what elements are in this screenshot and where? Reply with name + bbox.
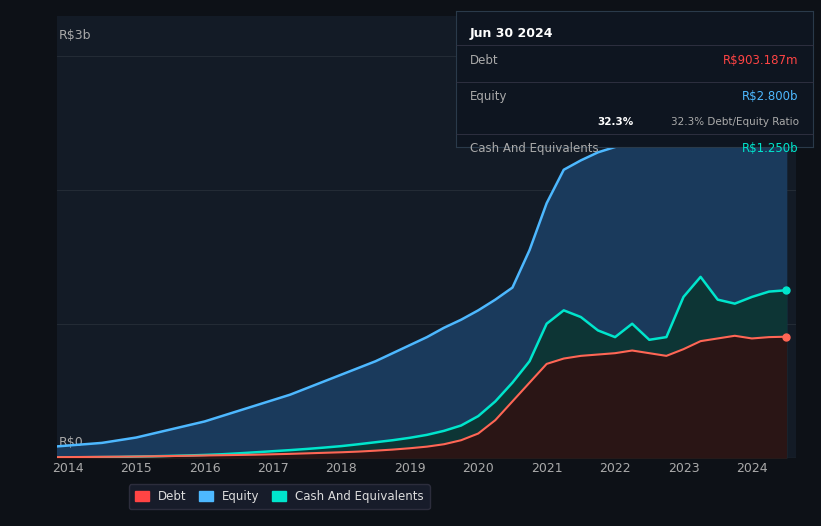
Text: R$903.187m: R$903.187m — [723, 54, 799, 67]
Text: R$2.800b: R$2.800b — [742, 90, 799, 103]
Text: Cash And Equivalents: Cash And Equivalents — [470, 142, 599, 155]
Text: Debt: Debt — [470, 54, 498, 67]
Text: R$3b: R$3b — [59, 29, 91, 42]
Text: R$1.250b: R$1.250b — [742, 142, 799, 155]
Text: 32.3%: 32.3% — [597, 117, 633, 127]
Legend: Debt, Equity, Cash And Equivalents: Debt, Equity, Cash And Equivalents — [129, 484, 429, 509]
Text: Jun 30 2024: Jun 30 2024 — [470, 27, 553, 40]
Text: Equity: Equity — [470, 90, 507, 103]
Text: R$0: R$0 — [59, 436, 84, 449]
Text: 32.3% Debt/Equity Ratio: 32.3% Debt/Equity Ratio — [671, 117, 799, 127]
